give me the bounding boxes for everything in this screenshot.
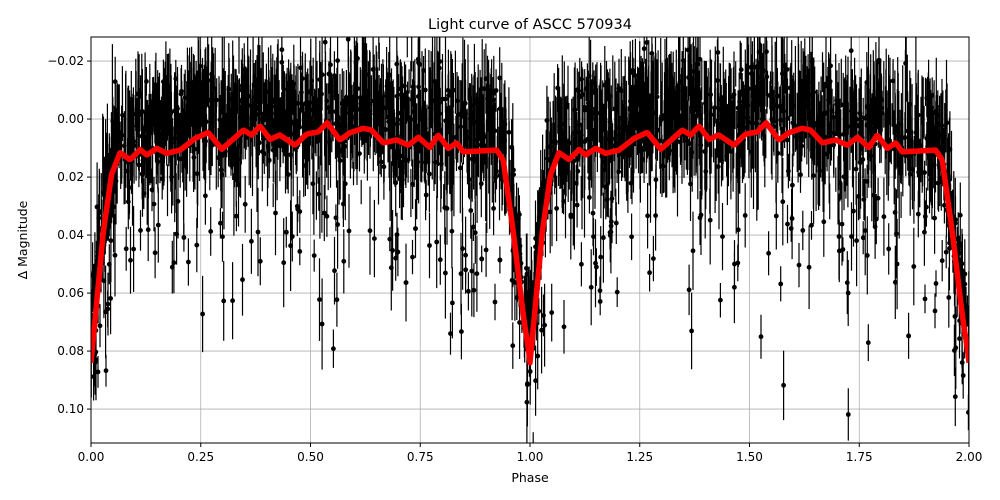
x-tick-label: 1.25 xyxy=(626,450,653,464)
x-tick-label: 0.75 xyxy=(407,450,434,464)
x-tick-label: 0.00 xyxy=(78,450,105,464)
x-tick-label: 1.00 xyxy=(517,450,544,464)
y-tick-label: 0.06 xyxy=(57,286,84,300)
data-point xyxy=(89,485,94,490)
x-tick-label: 0.25 xyxy=(187,450,214,464)
y-tick-label: 0.08 xyxy=(57,344,84,358)
y-axis-label: Δ Magnitude xyxy=(15,200,30,279)
x-axis-label: Phase xyxy=(511,470,549,485)
y-tick-label: 0.02 xyxy=(57,170,84,184)
x-tick-label: 1.50 xyxy=(736,450,763,464)
y-tick-label: −0.02 xyxy=(47,54,84,68)
y-tick-label: 0.04 xyxy=(57,228,84,242)
chart-title: Light curve of ASCC 570934 xyxy=(428,17,632,33)
x-tick-label: 1.75 xyxy=(846,450,873,464)
data-point xyxy=(965,471,970,476)
y-tick-label: 0.10 xyxy=(57,402,84,416)
x-tick-label: 2.00 xyxy=(956,450,983,464)
y-tick-label: 0.00 xyxy=(57,112,84,126)
x-tick-label: 0.50 xyxy=(297,450,324,464)
